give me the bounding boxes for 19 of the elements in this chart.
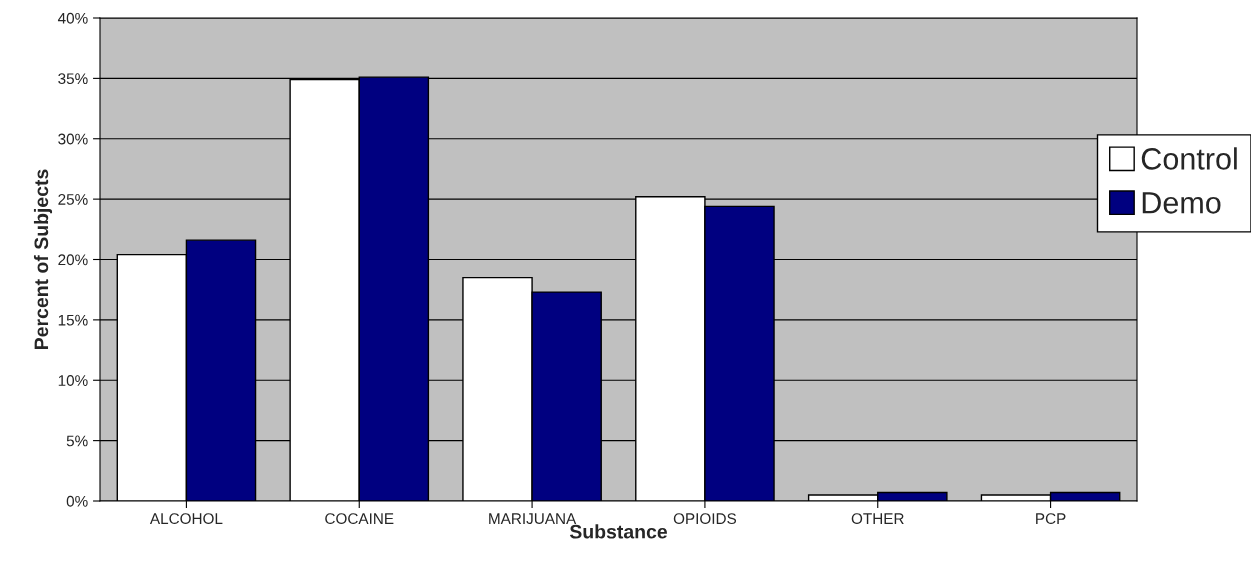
y-tick-label: 30% — [58, 133, 88, 145]
y-tick-label: 40% — [57, 12, 88, 24]
x-tick-label: OPIOIDS — [673, 513, 737, 525]
x-tick-label: COCAINE — [325, 513, 394, 525]
x-tick-label: MARIJUANA — [489, 513, 577, 525]
y-tick-label: 0% — [66, 495, 88, 507]
x-tick-label: OTHER — [851, 513, 904, 525]
y-tick-label: 35% — [58, 73, 88, 85]
x-axis-title: Substance — [569, 524, 668, 539]
legend-label: Demo — [1142, 192, 1221, 214]
y-tick-label: 10% — [58, 375, 88, 386]
y-tick-label: 15% — [58, 314, 88, 326]
y-tick-label: 25% — [58, 193, 88, 205]
y-tick-label: 20% — [58, 254, 88, 266]
legend-label: Control — [1141, 147, 1237, 170]
y-axis-title: Percent of Subjects — [33, 169, 53, 349]
x-tick-label: PCP — [1036, 513, 1066, 525]
y-tick-label: 5% — [66, 435, 88, 447]
x-tick-label: ALCOHOL — [149, 513, 223, 525]
